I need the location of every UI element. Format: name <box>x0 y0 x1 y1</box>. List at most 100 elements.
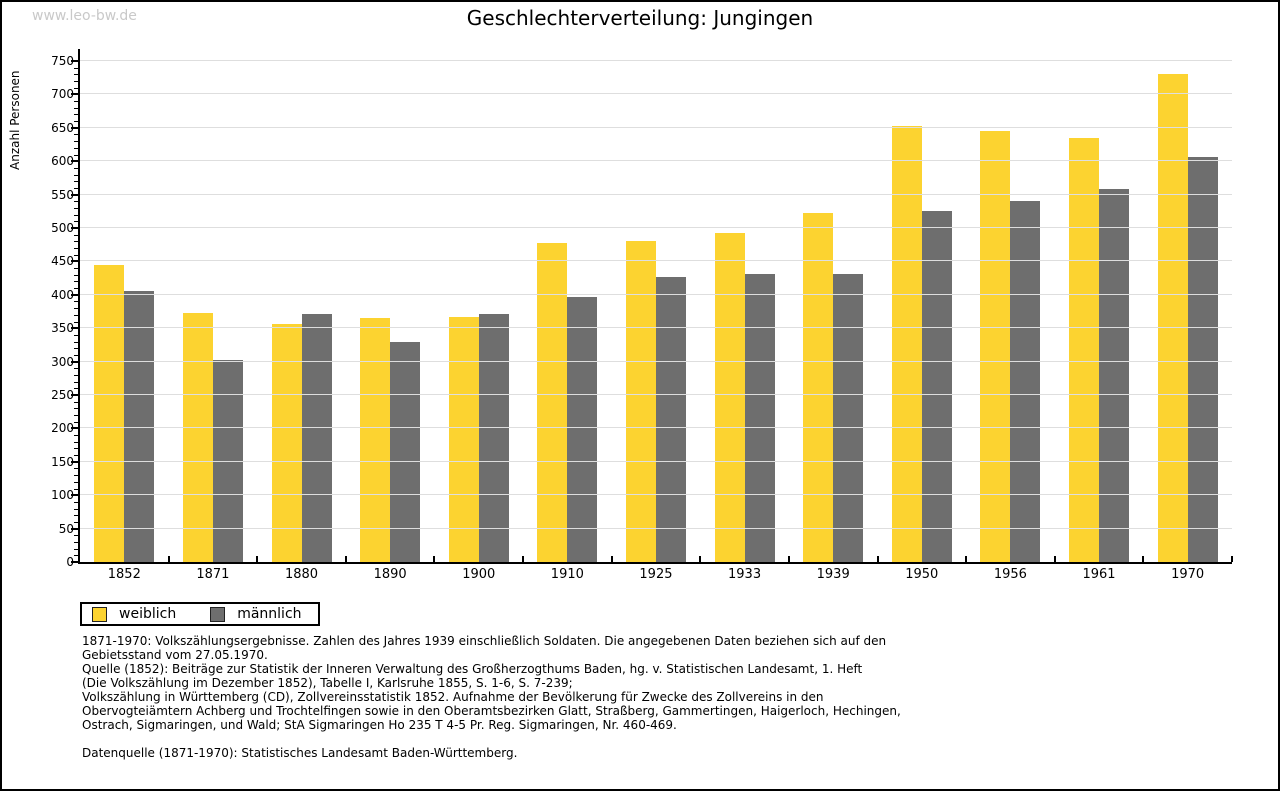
x-axis-tick <box>876 556 879 562</box>
bar-chart-plot-area <box>71 49 1233 564</box>
bar-weiblich-1961 <box>1069 137 1099 562</box>
y-minor-tick <box>74 468 78 470</box>
y-major-tick <box>71 260 78 263</box>
bar-männlich-1961 <box>1099 188 1129 562</box>
x-axis-label: 1933 <box>728 567 762 582</box>
x-axis-tick <box>344 556 347 562</box>
y-tick-label: 500 <box>51 221 74 235</box>
y-minor-tick <box>74 114 78 116</box>
y-minor-tick <box>74 541 78 543</box>
y-minor-tick <box>74 508 78 510</box>
bar-männlich-1939 <box>833 274 864 562</box>
y-tick-label: 250 <box>51 388 74 402</box>
y-major-tick <box>71 126 78 129</box>
bar-weiblich-1910 <box>537 243 568 562</box>
y-minor-tick <box>74 234 78 236</box>
y-minor-tick <box>74 308 78 310</box>
x-axis-label: 1910 <box>550 567 584 582</box>
y-major-tick <box>71 460 78 463</box>
y-major-tick <box>71 293 78 296</box>
gridline <box>80 160 1232 162</box>
y-major-tick <box>71 93 78 96</box>
y-minor-tick <box>74 281 78 283</box>
bar-weiblich-1852 <box>94 264 125 562</box>
bar-männlich-1890 <box>390 341 421 562</box>
y-minor-tick <box>74 268 78 270</box>
x-axis-label: 1956 <box>993 567 1027 582</box>
data-source-note: Datenquelle (1871-1970): Statistisches L… <box>82 746 518 760</box>
y-minor-tick <box>74 107 78 109</box>
y-minor-tick <box>74 521 78 523</box>
y-minor-tick <box>74 214 78 216</box>
bar-weiblich-1925 <box>625 241 656 562</box>
y-tick-label: 350 <box>51 321 74 336</box>
gridline <box>80 193 1232 195</box>
bar-weiblich-1970 <box>1157 74 1188 562</box>
y-minor-tick <box>74 374 78 376</box>
x-axis-tick <box>522 556 525 562</box>
gridline <box>80 227 1232 228</box>
bar-männlich-1933 <box>744 274 775 562</box>
y-minor-tick <box>74 274 78 276</box>
bar-weiblich-1950 <box>891 125 922 562</box>
y-minor-tick <box>74 207 78 209</box>
y-minor-tick <box>74 81 78 83</box>
x-axis-tick <box>787 556 790 562</box>
y-minor-tick <box>74 555 78 557</box>
bar-männlich-1910 <box>567 296 598 562</box>
y-minor-tick <box>74 441 78 443</box>
y-major-tick <box>71 427 78 430</box>
x-axis-tick <box>699 556 702 562</box>
y-minor-tick <box>74 174 78 176</box>
x-axis-tick <box>1142 556 1145 562</box>
bar-group-1880 <box>257 49 346 562</box>
watermark: www.leo-bw.de <box>32 8 137 24</box>
legend-swatch-maennlich <box>210 606 226 622</box>
gridline <box>80 60 1232 61</box>
gridline <box>80 260 1232 262</box>
note-line: Ostrach, Sigmaringen, und Wald; StA Sigm… <box>82 718 677 732</box>
y-minor-tick <box>74 167 78 169</box>
y-minor-tick <box>74 241 78 243</box>
x-axis-label: 1890 <box>373 567 407 582</box>
y-minor-tick <box>74 181 78 183</box>
bar-weiblich-1880 <box>271 323 302 562</box>
gridline <box>80 427 1232 429</box>
y-major-tick <box>71 60 78 62</box>
y-minor-tick <box>74 515 78 517</box>
y-tick-label: 700 <box>51 87 74 102</box>
x-axis-label: 1939 <box>816 567 850 582</box>
y-minor-tick <box>74 368 78 370</box>
y-minor-tick <box>74 334 78 336</box>
legend-item-maennlich: männlich <box>210 606 302 622</box>
page-title: Geschlechterverteilung: Jungingen <box>466 6 814 30</box>
gridline <box>80 93 1232 95</box>
y-minor-tick <box>74 248 78 250</box>
y-minor-tick <box>74 141 78 143</box>
y-minor-tick <box>74 435 78 437</box>
note-line: Gebietsstand vom 27.05.1970. <box>82 648 268 662</box>
bar-weiblich-1939 <box>803 212 834 562</box>
y-minor-tick <box>74 288 78 290</box>
y-minor-tick <box>74 87 78 89</box>
y-tick-label: 50 <box>58 521 74 536</box>
y-minor-tick <box>74 548 78 550</box>
bar-männlich-1970 <box>1187 157 1218 562</box>
bar-group-1900 <box>434 49 523 562</box>
bar-weiblich-1956 <box>980 131 1011 562</box>
legend: weiblich männlich <box>80 602 320 626</box>
bar-group-1961 <box>1055 49 1144 562</box>
bar-group-1890 <box>346 49 435 562</box>
y-minor-tick <box>74 481 78 483</box>
y-minor-tick <box>74 354 78 356</box>
y-minor-tick <box>74 201 78 203</box>
y-minor-tick <box>74 67 78 69</box>
y-minor-tick <box>74 101 78 103</box>
y-minor-tick <box>74 301 78 303</box>
gridline <box>80 293 1232 295</box>
y-tick-label: 550 <box>51 187 74 202</box>
y-axis-title: Anzahl Personen <box>8 70 22 170</box>
x-axis-tick <box>1231 556 1233 562</box>
y-minor-tick <box>74 154 78 156</box>
